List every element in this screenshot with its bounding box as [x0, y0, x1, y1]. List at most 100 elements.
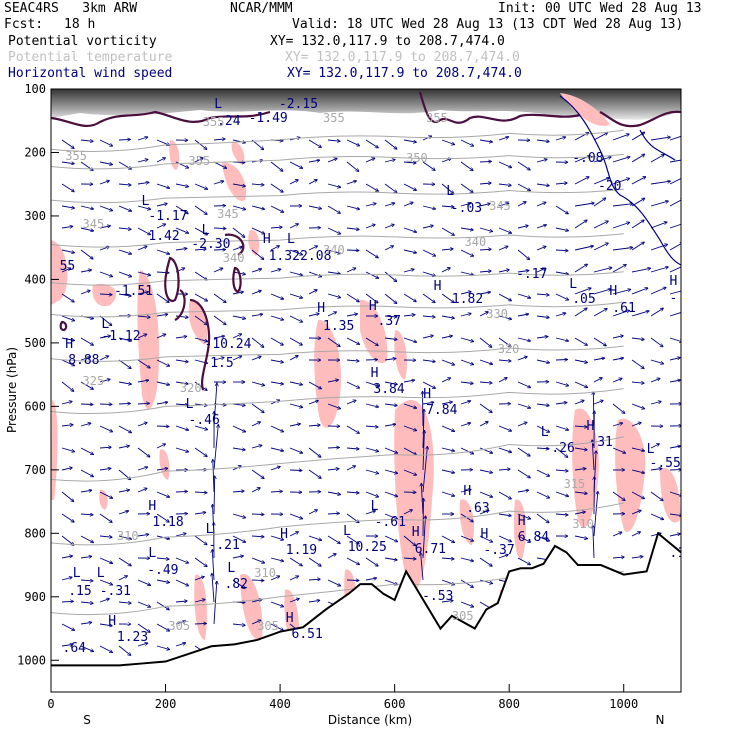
- wind-vector: [175, 227, 188, 233]
- wind-vector: [460, 557, 473, 561]
- extremum-marker: L: [73, 566, 81, 581]
- extremum-marker: H: [108, 614, 116, 629]
- theta-contour-310: [51, 502, 624, 546]
- y-tick-label: 600: [24, 399, 46, 413]
- wind-vector: [536, 535, 549, 541]
- wind-vector: [308, 381, 321, 389]
- wind-vector: [669, 312, 681, 317]
- wind-vector: [612, 358, 623, 361]
- wind-vector: [175, 447, 188, 452]
- extremum-value: -.26: [544, 441, 575, 456]
- wind-vector: [421, 553, 424, 581]
- extremum-value: 1.23: [117, 630, 148, 645]
- wind-vector: [346, 205, 359, 209]
- extremum-marker: H: [263, 232, 271, 247]
- wind-vector: [593, 178, 609, 185]
- wind-vector: [498, 227, 511, 233]
- wind-vector: [308, 425, 320, 426]
- wind-vector: [460, 271, 473, 275]
- extremum-marker: L: [446, 184, 454, 199]
- theta-contour-315: [51, 436, 624, 482]
- wind-vector: [612, 134, 629, 141]
- wind-vector: [555, 491, 568, 496]
- wind-vector: [213, 460, 214, 493]
- extremum-marker: L: [97, 566, 105, 581]
- wind-vector: [574, 246, 593, 251]
- extremum-marker: L: [101, 317, 109, 332]
- wind-vector: [118, 184, 131, 185]
- extremum-value: .24: [217, 114, 241, 129]
- wind-vector: [498, 425, 511, 431]
- wind-vector: [270, 467, 280, 471]
- wind-vector: [498, 246, 508, 251]
- wind-vector: [555, 293, 568, 300]
- wind-vector: [612, 289, 631, 295]
- wind-vector: [327, 491, 340, 495]
- wind-vector: [137, 380, 149, 382]
- wind-vector: [669, 290, 681, 295]
- wind-vector: [80, 291, 90, 295]
- wind-vector: [555, 271, 568, 274]
- wind-vector: [175, 621, 186, 625]
- wind-vector: [308, 314, 319, 317]
- wind-vector: [61, 205, 74, 208]
- wind-vector: [422, 516, 426, 559]
- wind-vector: [270, 576, 280, 581]
- wind-vector: [194, 315, 207, 325]
- wind-vector: [574, 264, 587, 273]
- wind-vector: [346, 228, 359, 230]
- wind-vector: [669, 199, 681, 207]
- wind-vector: [593, 198, 606, 207]
- theta-label: 330: [486, 307, 508, 321]
- wind-vector: [80, 602, 93, 603]
- wind-vector: [61, 315, 74, 321]
- wind-vector: [346, 557, 359, 565]
- wind-vector: [650, 181, 670, 185]
- wind-vector: [61, 359, 74, 366]
- wind-vector: [194, 293, 207, 301]
- wind-vector: [80, 514, 93, 515]
- wind-vector: [403, 315, 415, 316]
- wind-vector: [99, 271, 112, 277]
- wind-vector: [612, 403, 625, 413]
- wind-vector: [80, 622, 92, 624]
- wind-vector: [384, 225, 394, 229]
- wind-vector: [80, 556, 92, 558]
- wind-vector: [270, 491, 282, 492]
- wind-vector: [156, 334, 166, 339]
- wind-vector: [80, 140, 93, 141]
- wind-vector: [270, 183, 283, 192]
- wind-vector: [423, 409, 424, 449]
- wind-vector: [289, 470, 302, 471]
- wind-vector: [251, 488, 260, 493]
- wind-vector: [289, 403, 302, 407]
- wind-vector: [441, 378, 450, 383]
- wind-vector: [612, 157, 630, 163]
- wind-vector: [308, 469, 321, 478]
- wind-vector: [118, 425, 131, 433]
- wind-vector: [365, 337, 378, 346]
- valid-time: Valid: 18 UTC Wed 28 Aug 13 (13 CDT Wed …: [292, 17, 684, 32]
- wind-vector: [213, 358, 224, 361]
- wind-vector: [61, 513, 74, 522]
- wind-vector: [156, 513, 169, 522]
- wind-vector: [99, 447, 111, 448]
- wind-vector: [631, 242, 644, 251]
- wind-vector: [631, 423, 641, 427]
- field-name-theta: Potential temperature: [8, 50, 173, 65]
- wind-vector: [669, 266, 681, 273]
- wind-vector: [441, 293, 454, 303]
- wind-vector: [479, 312, 488, 317]
- wind-vector: [118, 271, 131, 277]
- extremum-marker: H: [518, 514, 526, 529]
- wind-vector: [232, 315, 245, 319]
- wind-vector: [137, 246, 147, 251]
- wind-vector: [61, 645, 73, 647]
- extremum-value: -.31: [100, 584, 131, 599]
- wind-vector: [555, 313, 566, 317]
- wind-vector: [650, 469, 662, 471]
- wind-vector: [612, 532, 622, 537]
- y-tick-label: 400: [24, 272, 46, 286]
- wind-vector: [498, 535, 511, 542]
- wind-vector: [308, 535, 321, 540]
